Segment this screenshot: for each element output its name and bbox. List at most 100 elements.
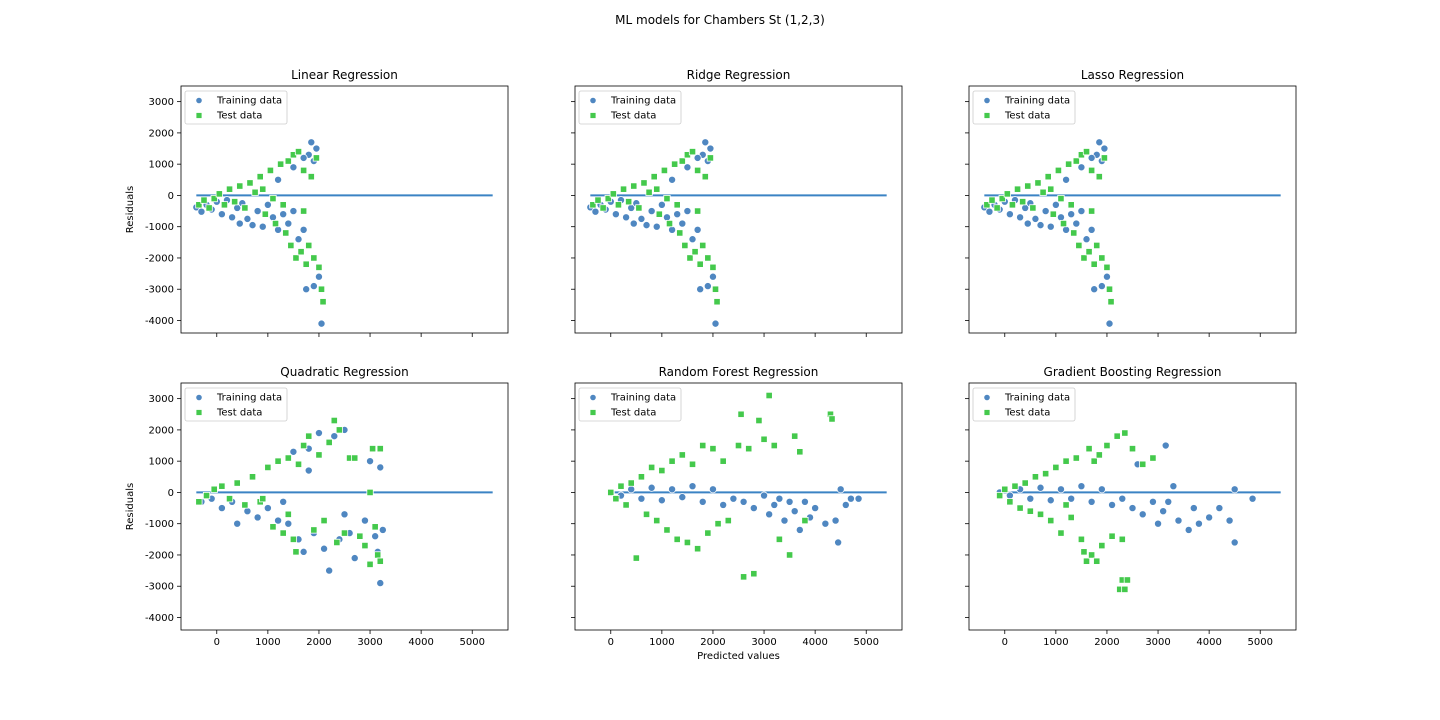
training-point <box>668 175 677 184</box>
x-axis-label: Predicted values <box>697 651 780 662</box>
axes-frame <box>574 382 903 631</box>
test-point <box>319 298 327 306</box>
training-point <box>1189 504 1198 513</box>
test-point <box>983 201 991 209</box>
training-point <box>678 493 687 502</box>
test-point <box>632 554 640 562</box>
test-point <box>1036 510 1045 518</box>
test-point <box>1123 576 1131 584</box>
test-point <box>653 516 661 525</box>
test-point <box>200 196 208 204</box>
test-point <box>1021 479 1029 487</box>
subplot-5: Random Forest Regression 0 1000 2000 3000 400… <box>571 365 903 662</box>
test-point <box>594 196 602 204</box>
test-point <box>988 196 996 204</box>
test-point <box>663 526 671 534</box>
test-point <box>701 173 709 181</box>
training-point <box>1184 525 1193 534</box>
test-point <box>289 535 298 543</box>
test-point <box>269 194 277 203</box>
training-point <box>320 544 329 553</box>
x-tick-label: 0 <box>1002 637 1008 648</box>
training-point <box>678 219 687 228</box>
test-point <box>589 201 597 209</box>
test-point <box>993 204 1001 212</box>
training-point <box>299 547 308 556</box>
test-point <box>1080 548 1088 556</box>
test-point <box>1088 551 1096 559</box>
test-point <box>1088 166 1096 175</box>
plot-area <box>606 391 887 581</box>
test-point <box>765 391 773 400</box>
training-point <box>314 429 323 438</box>
training-point <box>831 516 840 525</box>
test-point <box>279 529 287 537</box>
series-training <box>995 441 1257 547</box>
axes-frame <box>968 382 1297 631</box>
test-point <box>1070 229 1078 237</box>
test-point <box>266 166 275 175</box>
test-point <box>1011 482 1019 490</box>
axes-frame <box>180 382 509 631</box>
test-point <box>1067 513 1075 522</box>
legend: Training data Test data <box>184 90 288 125</box>
training-point <box>309 282 318 291</box>
training-point <box>1087 497 1096 506</box>
training-point <box>1077 207 1086 216</box>
plot-area <box>195 416 493 588</box>
test-point <box>668 457 676 465</box>
test-point <box>686 254 694 262</box>
test-point <box>609 190 617 198</box>
test-point <box>1016 504 1024 512</box>
legend-training-marker <box>589 96 597 105</box>
test-point <box>1121 585 1129 593</box>
y-tick-label: 3000 <box>149 394 174 405</box>
y-tick-label: -3000 <box>145 582 174 593</box>
test-point <box>1095 451 1103 459</box>
test-point <box>665 219 674 228</box>
test-point <box>1075 241 1083 250</box>
legend-test-label: Test data <box>1004 408 1050 419</box>
subplot-4: Quadratic Regression 0 1000 2000 3000 4000 500… <box>125 365 509 648</box>
training-point <box>749 504 758 513</box>
test-point <box>660 166 669 175</box>
test-point <box>828 415 836 423</box>
test-point <box>704 529 712 537</box>
legend-training-label: Training data <box>216 96 282 107</box>
series-training <box>586 138 720 328</box>
subplot-title: Gradient Boosting Regression <box>1044 365 1222 379</box>
subplot-grid: Linear Regression -4000 -3000 -2000 -1000 0 10… <box>125 68 1297 662</box>
training-point <box>1097 282 1106 291</box>
test-point <box>261 210 269 218</box>
test-point <box>325 438 333 447</box>
test-point <box>233 479 241 487</box>
test-point <box>307 173 315 181</box>
test-point <box>210 194 218 203</box>
legend-box <box>972 90 1076 125</box>
test-point <box>750 570 758 578</box>
series-test <box>589 148 721 306</box>
x-tick-label: 2000 <box>1094 637 1119 648</box>
test-point <box>1098 541 1106 550</box>
test-point <box>709 445 717 453</box>
legend-training-marker <box>983 96 991 105</box>
test-point <box>1047 185 1055 193</box>
test-point <box>637 473 646 481</box>
y-tick-label: 2000 <box>149 128 174 139</box>
test-point <box>1065 160 1073 168</box>
test-point <box>1088 207 1096 215</box>
test-point <box>376 557 384 565</box>
test-point <box>277 160 285 168</box>
training-point <box>708 485 717 494</box>
test-point <box>225 185 234 193</box>
training-point <box>811 504 820 513</box>
test-point <box>1103 441 1111 450</box>
legend-test-label: Test data <box>610 111 656 122</box>
test-point <box>361 541 369 550</box>
legend-box <box>184 387 288 422</box>
training-point <box>217 210 226 219</box>
test-point <box>1113 432 1121 440</box>
training-point <box>1105 319 1114 328</box>
test-point <box>770 441 778 450</box>
test-point <box>236 182 244 190</box>
